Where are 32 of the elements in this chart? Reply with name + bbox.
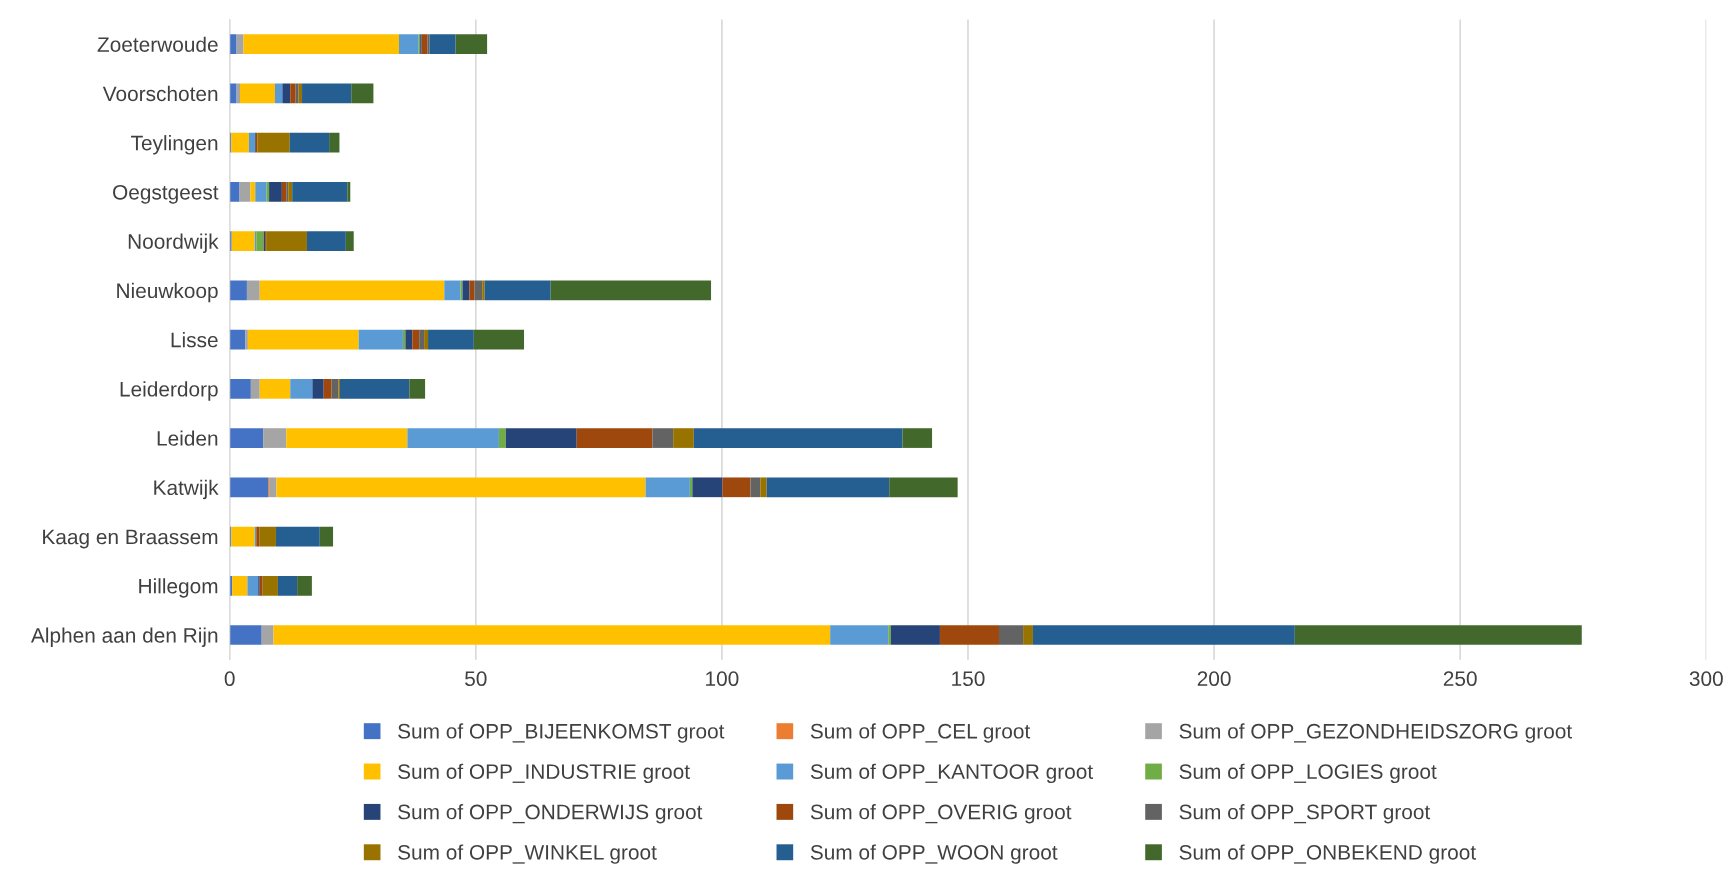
y-tick-label: Oegstgeest: [113, 184, 219, 204]
legend-label: Sum of OPP_WOON groot: [810, 844, 1058, 864]
legend-label: Sum of OPP_ONDERWIJS groot: [398, 804, 703, 824]
y-tick-label: Katwijk: [154, 479, 219, 500]
y-tick-label: Noordwijk: [128, 233, 219, 253]
y-tick-label: Leiderdorp: [120, 381, 218, 401]
legend-label: Sum of OPP_CEL groot: [810, 723, 1031, 743]
legend-label: Sum of OPP_LOGIES groot: [1179, 763, 1437, 784]
legend-label: Sum of OPP_SPORT groot: [1179, 804, 1431, 824]
legend-label: Sum of OPP_ONBEKEND groot: [1179, 844, 1476, 864]
y-tick-label: Lisse: [171, 332, 218, 348]
y-tick-label: Leiden: [157, 430, 218, 446]
legend-label: Sum of OPP_OVERIG groot: [810, 804, 1072, 824]
x-tick-label: 0: [224, 671, 235, 687]
x-tick-label: 250: [1443, 671, 1477, 687]
y-tick-label: Zoeterwoude: [97, 36, 218, 52]
y-tick-label: Voorschoten: [102, 85, 218, 102]
legend-label: Sum of OPP_GEZONDHEIDSZORG groot: [1179, 723, 1573, 743]
y-tick-label: Hillegom: [139, 578, 218, 598]
legend-label: Sum of OPP_BIJEENKOMST groot: [398, 723, 725, 743]
x-tick-label: 50: [465, 671, 487, 687]
x-tick-label: 300: [1689, 671, 1723, 687]
y-tick-label: Nieuwkoop: [117, 282, 218, 303]
x-tick-label: 150: [952, 671, 985, 687]
x-tick-label: 200: [1197, 671, 1231, 687]
y-tick-label: Kaag en Braassem: [43, 529, 218, 549]
legend-label: Sum of OPP_INDUSTRIE groot: [398, 763, 690, 784]
y-tick-label: Teylingen: [131, 135, 218, 155]
legend-label: Sum of OPP_KANTOOR groot: [810, 763, 1093, 784]
x-tick-label: 100: [706, 671, 739, 687]
legend-label: Sum of OPP_WINKEL groot: [398, 844, 657, 864]
y-tick-label: Alphen aan den Rijn: [30, 627, 218, 647]
